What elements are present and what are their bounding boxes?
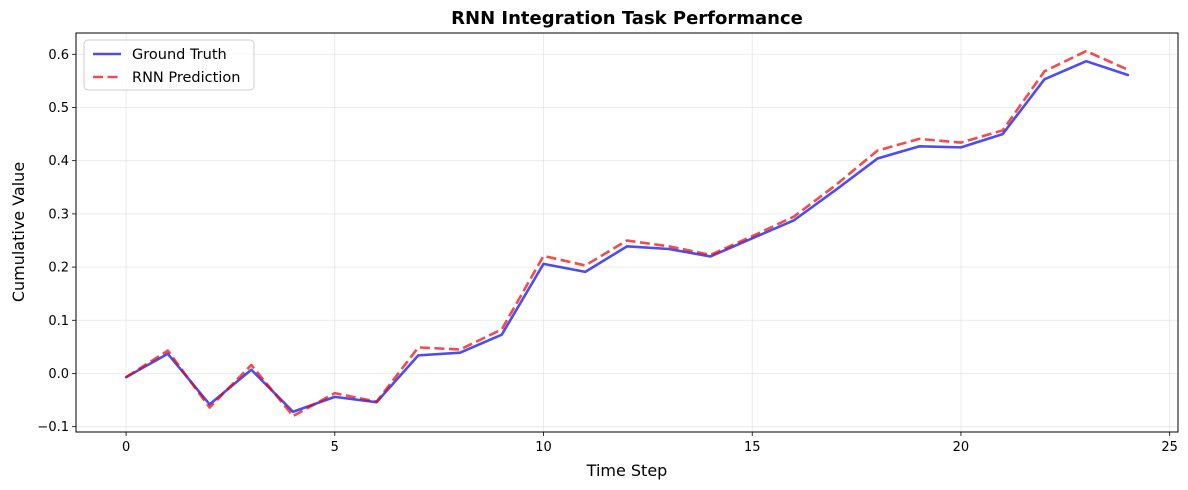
y-tick-label: 0.5 [48,101,69,116]
y-tick-label: 0.0 [48,367,69,382]
y-tick-label: −0.1 [37,420,69,435]
legend: Ground Truth RNN Prediction [83,39,255,91]
legend-label-rnn-prediction: RNN Prediction [132,70,240,86]
plot-frame [75,32,1179,433]
y-axis-title: Cumulative Value [9,162,28,302]
y-tick-label: 0.6 [48,48,69,63]
axis-ticks: 0 5 10 15 20 25 −0.1 0.0 0.1 0.2 0.3 0.4 0.5 0.6 [37,48,1178,455]
x-tick-label: 5 [331,440,339,455]
series-lines [124,49,1130,418]
legend-label-ground-truth: Ground Truth [132,47,227,63]
x-tick-label: 10 [535,440,552,455]
y-tick-label: 0.4 [48,154,69,169]
y-tick-label: 0.1 [48,314,69,329]
y-tick-label: 0.2 [48,261,69,276]
x-tick-label: 0 [122,440,130,455]
x-tick-label: 20 [953,440,970,455]
x-axis-title: Time Step [586,461,668,480]
x-tick-label: 15 [744,440,761,455]
ground-truth-line [124,59,1130,414]
rnn-prediction-line [125,49,1129,418]
x-tick-label: 25 [1161,440,1178,455]
chart-title: RNN Integration Task Performance [451,8,803,29]
legend-box [83,39,255,91]
y-tick-label: 0.3 [48,207,69,222]
